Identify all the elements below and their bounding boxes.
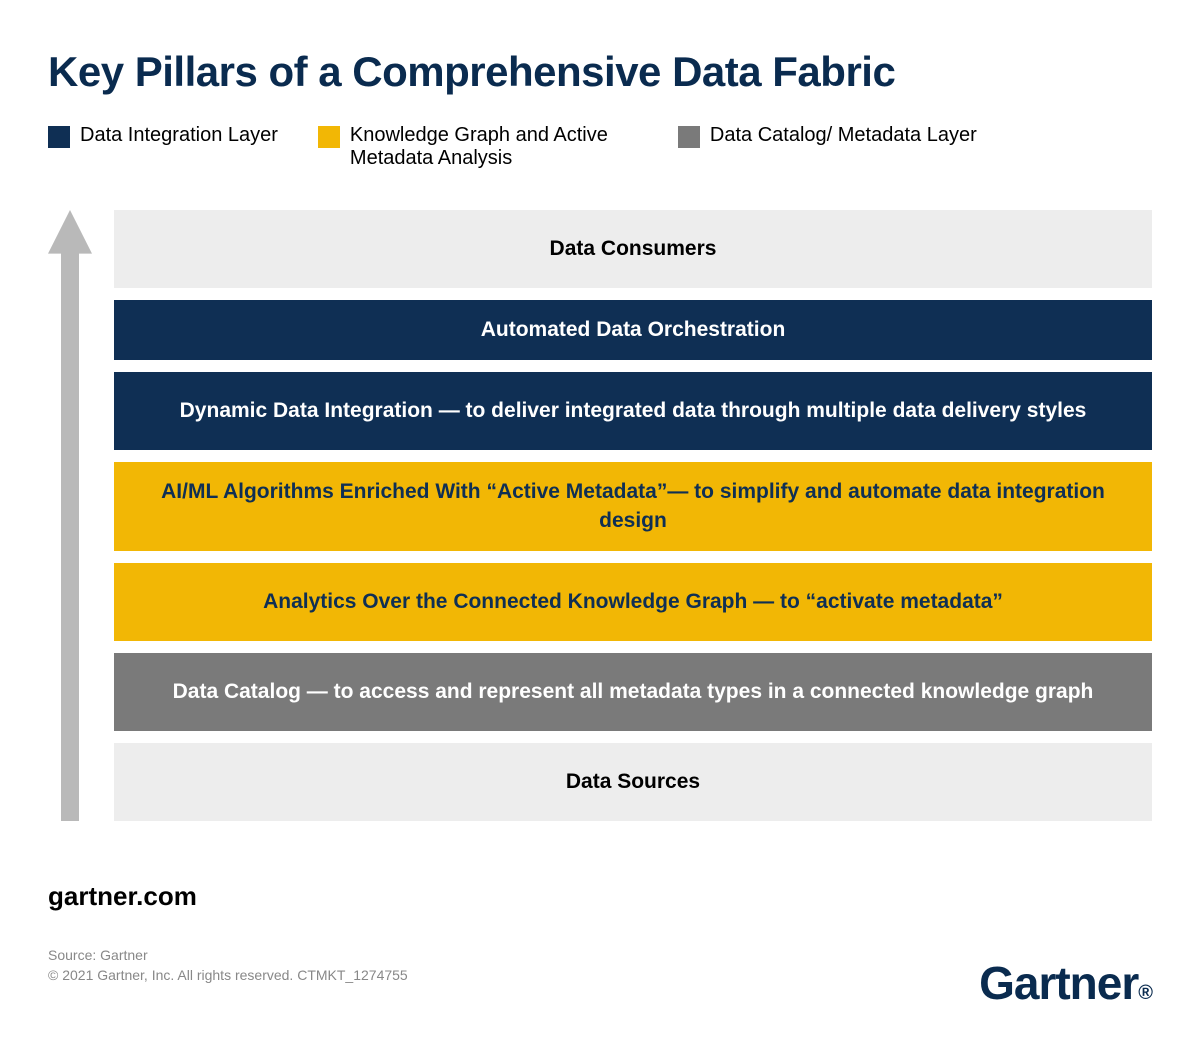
footer-url: gartner.com: [48, 881, 1152, 912]
legend-item-knowledge-graph: Knowledge Graph and Active Metadata Anal…: [318, 124, 638, 170]
layer-data-catalog: Data Catalog — to access and represent a…: [114, 653, 1152, 731]
legend: Data Integration Layer Knowledge Graph a…: [48, 124, 1152, 170]
layer-orchestration: Automated Data Orchestration: [114, 300, 1152, 360]
legend-label: Data Integration Layer: [80, 124, 278, 147]
brand-text: Gartner: [979, 957, 1138, 1009]
brand-logo: Gartner®: [979, 956, 1152, 1010]
legend-item-catalog: Data Catalog/ Metadata Layer: [678, 124, 977, 170]
layer-data-consumers: Data Consumers: [114, 210, 1152, 288]
flow-arrow: [48, 210, 92, 821]
brand-dot-icon: ®: [1138, 982, 1152, 1004]
legend-swatch: [48, 126, 70, 148]
page-title: Key Pillars of a Comprehensive Data Fabr…: [48, 48, 1152, 96]
arrow-up-icon: [48, 210, 92, 821]
legend-swatch: [678, 126, 700, 148]
layer-dynamic-integration: Dynamic Data Integration — to deliver in…: [114, 372, 1152, 450]
legend-swatch: [318, 126, 340, 148]
layer-ai-ml: AI/ML Algorithms Enriched With “Active M…: [114, 462, 1152, 551]
legend-item-integration: Data Integration Layer: [48, 124, 278, 170]
layer-analytics: Analytics Over the Connected Knowledge G…: [114, 563, 1152, 641]
diagram: Data Consumers Automated Data Orchestrat…: [48, 210, 1152, 821]
layers: Data Consumers Automated Data Orchestrat…: [114, 210, 1152, 821]
legend-label: Knowledge Graph and Active Metadata Anal…: [350, 124, 638, 170]
legend-label: Data Catalog/ Metadata Layer: [710, 124, 977, 147]
layer-data-sources: Data Sources: [114, 743, 1152, 821]
